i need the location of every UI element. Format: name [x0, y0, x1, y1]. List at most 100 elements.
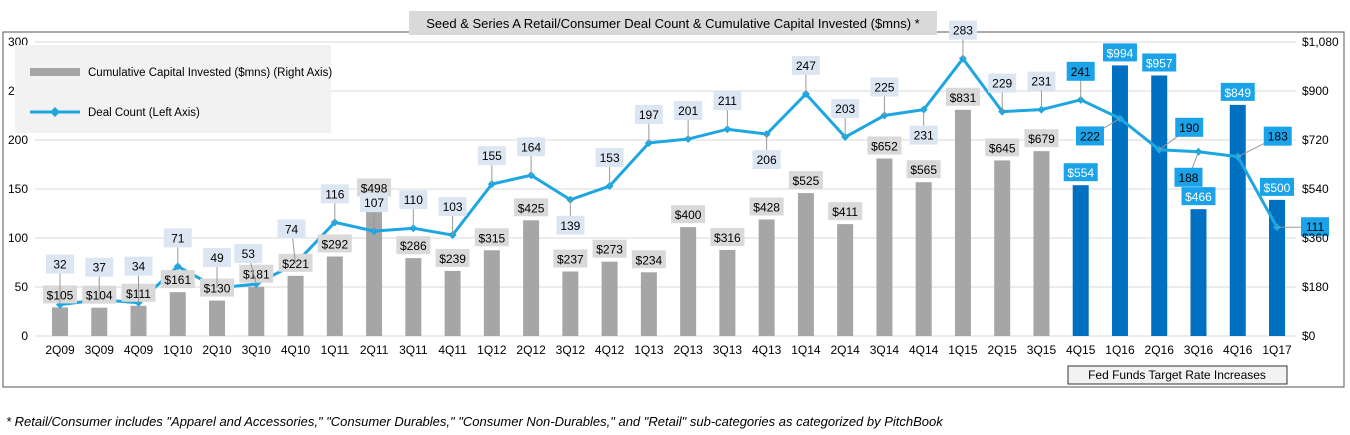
deal-count-label: 53 [242, 247, 256, 261]
deal-label-bg [85, 257, 114, 277]
bar [169, 292, 186, 336]
bar-label-bg [788, 171, 823, 190]
bar [562, 271, 579, 336]
bar [915, 182, 932, 336]
x-tick-label: 1Q10 [163, 343, 193, 357]
deal-label-bg [1263, 126, 1292, 146]
bar-label-bg [160, 270, 195, 289]
bar [91, 307, 108, 336]
x-tick-label: 4Q09 [124, 343, 154, 357]
right-tick-label: $0 [1302, 329, 1316, 343]
x-tick-label: 4Q12 [595, 343, 625, 357]
bar [1033, 151, 1050, 336]
deal-label-bg [163, 228, 192, 248]
bar-value-label: $161 [164, 273, 191, 287]
deal-label-bg [203, 247, 232, 267]
x-tick-label: 4Q16 [1223, 343, 1253, 357]
x-tick-label: 4Q14 [909, 343, 939, 357]
bar-value-label: $273 [596, 243, 623, 257]
deal-label-bg [870, 77, 899, 97]
x-tick-label: 3Q09 [85, 343, 115, 357]
bar-label-bg [631, 250, 666, 269]
bar [1269, 199, 1285, 336]
bar-value-label: $286 [400, 239, 427, 253]
chart-title: Seed & Series A Retail/Consumer Deal Cou… [426, 16, 920, 31]
deal-label-bg [595, 148, 624, 168]
deal-count-label: 190 [1179, 121, 1199, 135]
right-tick-label: $1,080 [1302, 35, 1339, 49]
bar [994, 160, 1011, 336]
deal-label-bg [1027, 71, 1056, 91]
deal-label-bg [948, 20, 977, 40]
bar-value-label: $425 [518, 201, 545, 215]
x-tick-label: 2Q11 [360, 343, 389, 357]
bar-value-label: $849 [1224, 86, 1251, 100]
deal-count-label: 74 [285, 222, 299, 236]
x-tick-label: 1Q14 [791, 343, 821, 357]
bar-label-bg [1260, 177, 1294, 196]
bar [1072, 185, 1089, 336]
bar-value-label: $428 [753, 200, 780, 214]
bar [483, 250, 500, 336]
right-tick-label: $900 [1302, 84, 1329, 98]
bar-value-label: $652 [871, 140, 898, 154]
bar [797, 193, 814, 336]
deal-label-bg [517, 137, 546, 157]
bar-value-label: $994 [1107, 46, 1134, 60]
bar [719, 249, 736, 336]
deal-label-bg [791, 55, 820, 75]
x-tick-label: 3Q12 [556, 343, 586, 357]
deal-count-label: 110 [404, 193, 423, 207]
title-box [409, 11, 937, 35]
x-tick-label: 2Q10 [202, 343, 232, 357]
bar-label-bg [1181, 187, 1216, 206]
x-tick-label: 3Q13 [713, 343, 743, 357]
deal-count-label: 222 [1080, 129, 1100, 143]
bar [326, 256, 343, 336]
deal-label-bg [1066, 61, 1095, 81]
bar-value-label: $237 [557, 252, 584, 266]
highlight-label: Fed Funds Target Rate Increases [1088, 368, 1266, 382]
legend-line-marker [50, 107, 60, 117]
bar-value-label: $565 [910, 163, 937, 177]
deal-count-label: 241 [1071, 65, 1091, 79]
bar-value-label: $498 [361, 181, 388, 195]
x-tick-label: 1Q15 [948, 343, 978, 357]
bar-label-bg [1024, 129, 1059, 148]
bar-label-bg [553, 249, 588, 268]
bar-value-label: $292 [321, 238, 348, 252]
deal-count-label: 201 [678, 104, 698, 118]
bar-value-label: $554 [1067, 166, 1094, 180]
x-tick-label: 2Q16 [1145, 343, 1175, 357]
right-tick-label: $360 [1302, 231, 1329, 245]
x-tick-label: 4Q13 [752, 343, 782, 357]
legend: Cumulative Capital Invested ($mns) (Righ… [15, 45, 332, 133]
deal-count-label: 139 [560, 219, 580, 233]
bar-label-bg [985, 138, 1020, 157]
bar [640, 272, 657, 336]
bar [52, 307, 68, 336]
bar [366, 200, 383, 336]
bar [1111, 65, 1128, 337]
bar-value-label: $130 [204, 282, 231, 296]
x-tick-label: 2Q09 [45, 343, 75, 357]
deal-count-label: 153 [600, 151, 620, 165]
legend-line-label: Deal Count (Left Axis) [88, 107, 200, 119]
deal-count-label: 164 [521, 140, 541, 154]
x-tick-label: 3Q11 [399, 343, 428, 357]
deal-count-label: 49 [210, 251, 224, 265]
deal-count-label: 247 [796, 59, 816, 73]
deal-label-bg [399, 190, 428, 210]
right-tick-label: $720 [1302, 133, 1329, 147]
bar-value-label: $679 [1028, 132, 1055, 146]
bar [405, 258, 422, 336]
bar [1151, 75, 1168, 336]
x-tick-label: 4Q11 [438, 343, 467, 357]
bar [444, 270, 461, 336]
bar-value-label: $411 [832, 205, 858, 219]
bar-label-bg [239, 264, 274, 283]
highlight-box [1067, 365, 1288, 385]
bar-label-bg [945, 87, 980, 106]
deal-label-bg [634, 104, 663, 124]
